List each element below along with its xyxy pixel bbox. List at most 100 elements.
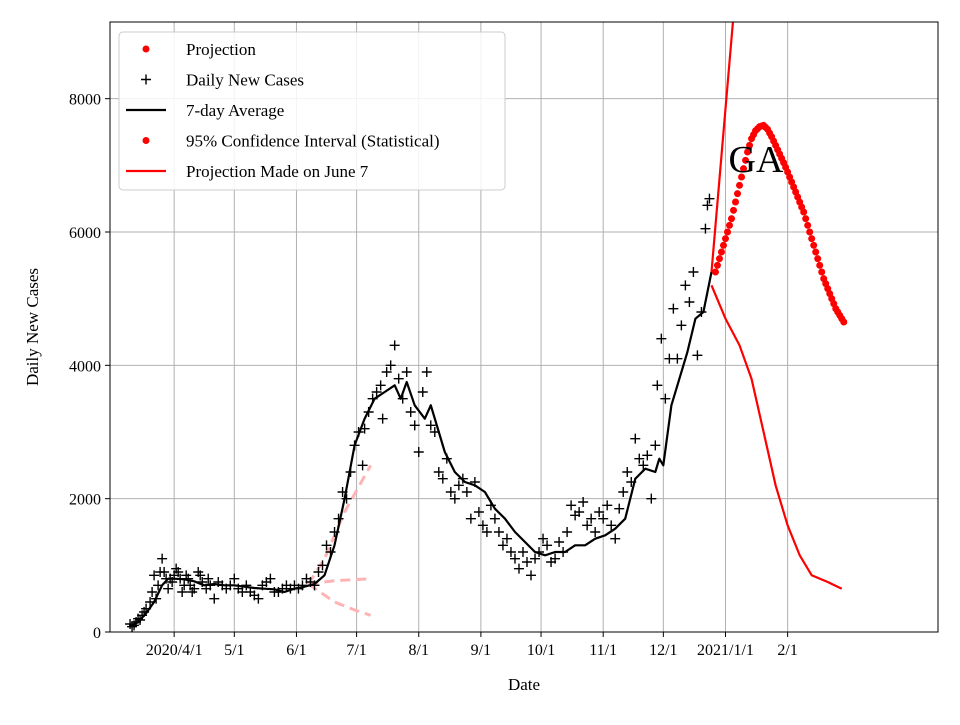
projection-point (723, 228, 731, 236)
projection-point (728, 215, 736, 223)
projection-point (742, 156, 750, 164)
series-layer (125, 22, 848, 632)
projection-point (772, 141, 780, 149)
daily-case-point (668, 303, 679, 314)
projection-point (814, 255, 822, 263)
projection-point (738, 173, 746, 181)
daily-case-point (241, 580, 252, 591)
daily-case-point (650, 440, 661, 451)
daily-case-point (401, 367, 412, 377)
projection-point (804, 221, 812, 229)
legend-label: Daily New Cases (186, 71, 304, 90)
plot-contents (125, 22, 848, 632)
seven-day-average-line (129, 271, 713, 628)
ticks: 2020/4/1 5/1 6/1 7/1 8/1 9/1 10/1 11/1 12/1 2021/… (69, 92, 798, 659)
daily-case-point (692, 350, 703, 361)
x-tick-label: 2/1 (777, 642, 797, 659)
plot-frame (109, 21, 939, 633)
daily-case-point (517, 547, 528, 557)
projection-point (806, 228, 814, 236)
projection-point (776, 150, 784, 158)
projection-point (732, 198, 740, 206)
daily-case-point (389, 340, 400, 351)
projection-point (828, 295, 836, 303)
projection-point (832, 305, 840, 313)
projection-point (719, 241, 727, 249)
x-tick-label: 10/1 (527, 642, 555, 659)
daily-case-point (660, 393, 671, 404)
daily-case-point (477, 520, 488, 531)
legend-label: Projection Made on June 7 (186, 162, 369, 181)
y-tick-label: 0 (93, 625, 101, 642)
daily-case-point (385, 360, 396, 371)
legend-label: 95% Confidence Interval (Statistical) (186, 132, 440, 151)
x-tick-label: 7/1 (346, 642, 366, 659)
daily-case-point (680, 280, 691, 291)
daily-case-point (522, 557, 533, 567)
daily-case-point (656, 333, 667, 344)
daily-case-point (195, 570, 206, 581)
daily-case-point (684, 297, 695, 307)
daily-case-point (501, 533, 512, 544)
x-axis-label: Date (508, 675, 540, 694)
projection-point (818, 268, 826, 276)
daily-case-point (177, 587, 188, 597)
daily-case-point (550, 553, 561, 564)
daily-case-point (688, 267, 699, 277)
projection-point (744, 148, 752, 156)
daily-case-point (473, 507, 484, 517)
y-tick-label: 2000 (69, 492, 101, 509)
daily-case-point (481, 527, 492, 537)
daily-case-point (425, 420, 436, 431)
daily-case-point (203, 573, 214, 584)
projection-point (812, 248, 820, 256)
daily-case-point (229, 573, 240, 584)
daily-case-point (413, 447, 424, 457)
x-tick-label: 2020/4/1 (146, 642, 203, 659)
daily-case-point (590, 527, 601, 537)
projection-point (713, 261, 721, 269)
daily-case-point (574, 507, 585, 517)
x-tick-label: 12/1 (649, 642, 677, 659)
daily-case-point (493, 527, 504, 537)
daily-case-point (417, 387, 428, 397)
daily-case-point (321, 540, 332, 551)
daily-case-point (638, 460, 649, 471)
daily-case-point (149, 570, 160, 581)
daily-case-point (437, 473, 448, 484)
projection-point (788, 178, 796, 186)
daily-case-point (375, 380, 386, 391)
daily-case-point (594, 507, 605, 517)
daily-case-point (562, 527, 573, 537)
projection-point (734, 190, 742, 198)
annotation-ga: GA (729, 139, 784, 181)
daily-case-point (173, 567, 184, 577)
legend-dot-icon (142, 137, 150, 144)
projection-point (810, 241, 818, 249)
daily-case-point (409, 420, 420, 431)
legend-dot-icon (142, 45, 150, 53)
daily-case-point (696, 307, 707, 317)
daily-case-point (530, 553, 541, 564)
projection-point (840, 318, 848, 326)
projection-point (725, 221, 733, 229)
daily-case-point (642, 450, 653, 461)
daily-case-point (704, 193, 715, 204)
daily-case-point (582, 520, 593, 531)
daily-case-point (630, 433, 641, 444)
daily-case-point (371, 387, 382, 397)
legend-label: Projection (186, 40, 256, 59)
daily-case-point (622, 467, 633, 477)
june7-projection-lower-line (307, 582, 372, 617)
daily-case-point (634, 453, 645, 464)
daily-case-point (513, 563, 524, 574)
daily-case-point (209, 593, 220, 604)
projection-point (736, 181, 744, 189)
daily-case-point (526, 570, 537, 581)
projection-point (748, 135, 756, 143)
daily-case-point (700, 223, 711, 234)
y-tick-label: 8000 (69, 92, 101, 109)
ci-upper-line (710, 22, 735, 273)
projection-point (824, 285, 832, 293)
